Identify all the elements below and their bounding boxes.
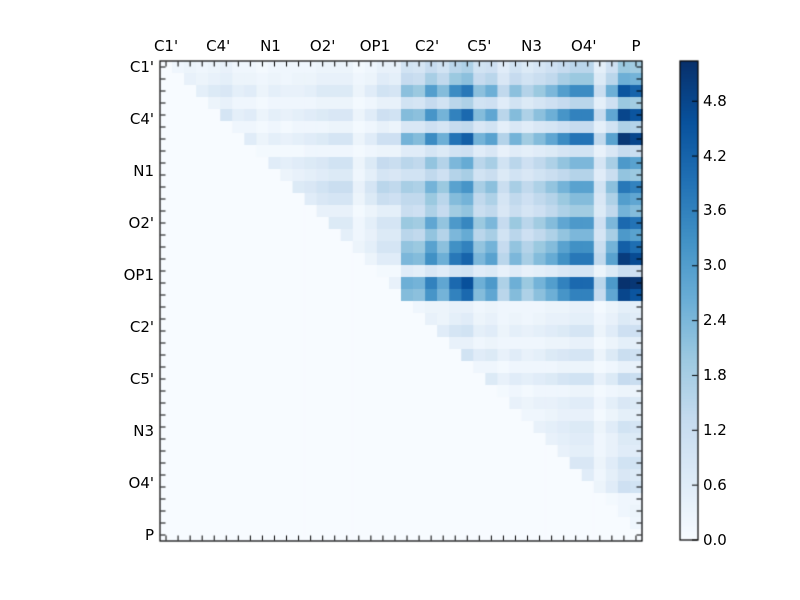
x-tick-label: O4' bbox=[571, 37, 597, 55]
colorbar-tick-label: 4.2 bbox=[703, 146, 727, 165]
colorbar-tick-label: 0.6 bbox=[703, 475, 727, 494]
y-tick-label: O4' bbox=[128, 473, 154, 492]
x-tick-label: P bbox=[631, 37, 641, 55]
colorbar-tick-label: 0.0 bbox=[703, 530, 727, 549]
y-tick-label: P bbox=[144, 525, 154, 544]
y-tick-label: C4' bbox=[129, 109, 154, 128]
y-tick-label: O2' bbox=[128, 213, 154, 232]
y-tick-label: C5' bbox=[129, 369, 154, 388]
colorbar-tick-label: 4.8 bbox=[703, 91, 727, 110]
x-tick-label: O2' bbox=[309, 37, 336, 55]
colorbar-tick-label: 1.8 bbox=[703, 365, 727, 384]
colorbar-tick-label: 2.4 bbox=[703, 311, 727, 330]
x-tick-label: C1' bbox=[153, 37, 179, 55]
y-tick-label: N3 bbox=[133, 421, 154, 440]
y-tick-label: C1' bbox=[129, 57, 154, 76]
x-tick-label: N1 bbox=[260, 37, 281, 55]
y-tick-label: N1 bbox=[133, 161, 154, 180]
x-tick-label: C5' bbox=[467, 37, 492, 55]
x-tick-label: N3 bbox=[521, 37, 542, 55]
colorbar-tick-label: 1.2 bbox=[703, 420, 727, 439]
colorbar-tick-label: 3.0 bbox=[703, 256, 727, 275]
x-tick-label: C2' bbox=[415, 37, 440, 55]
y-tick-label: C2' bbox=[129, 317, 154, 336]
y-tick-label: OP1 bbox=[123, 265, 154, 284]
x-tick-label: C4' bbox=[206, 37, 231, 55]
colorbar-tick-label: 3.6 bbox=[703, 201, 727, 220]
x-tick-label: OP1 bbox=[359, 37, 391, 55]
